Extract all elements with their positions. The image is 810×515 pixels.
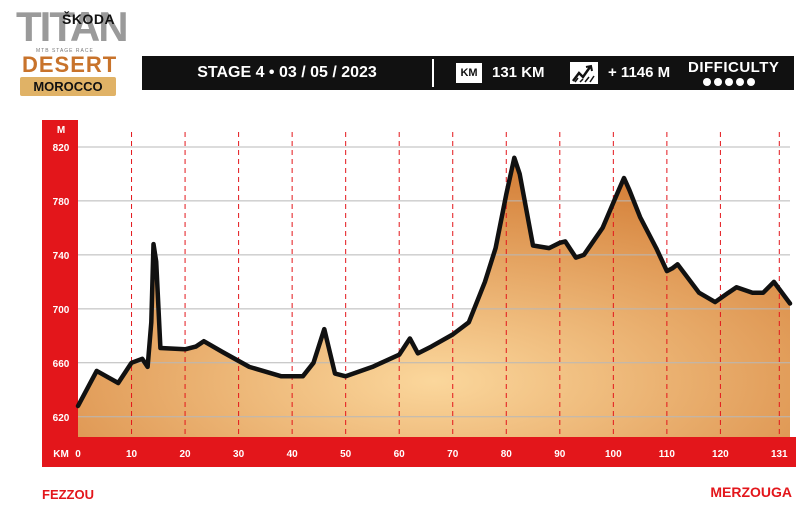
x-tick-label: 70 (447, 449, 459, 460)
y-tick-label: 740 (53, 251, 70, 262)
start-location: FEZZOU (42, 487, 94, 502)
x-tick-label: 100 (605, 449, 622, 460)
y-tick-label: 700 (53, 305, 70, 316)
x-tick-label: 0 (75, 449, 81, 460)
event-logo: TITAN ŠKODA MTB STAGE RACE DESERT MOROCC… (10, 4, 129, 96)
elevation-gain-icon (570, 62, 598, 84)
difficulty-dot (714, 78, 722, 86)
y-tick-label: 660 (53, 359, 70, 370)
elevation-line (75, 155, 793, 409)
logo-brand: ŠKODA (62, 11, 116, 27)
logo-title: TITAN (16, 3, 129, 50)
x-tick-label: 60 (394, 449, 406, 460)
difficulty-dot (747, 78, 755, 86)
x-tick-label: 30 (233, 449, 245, 460)
y-axis-strip (42, 120, 78, 437)
x-tick-label: 80 (501, 449, 513, 460)
elevation-area (78, 157, 790, 438)
distance-value: 131 KM (492, 64, 545, 81)
x-axis-strip (42, 437, 796, 467)
x-tick-label: 20 (180, 449, 192, 460)
difficulty-dot (725, 78, 733, 86)
x-tick-label: 120 (712, 449, 729, 460)
distance-icon: KM (456, 63, 482, 83)
stage-info-bar: STAGE 4 • 03 / 05 / 2023 KM 131 KM + 114… (142, 56, 794, 90)
difficulty-rating (703, 78, 755, 86)
y-tick-label: 620 (53, 413, 70, 424)
y-tick-label: 780 (53, 197, 70, 208)
difficulty-label: DIFFICULTY (688, 59, 780, 76)
elevation-gain-value: + 1146 M (608, 64, 671, 81)
logo-tagline: MTB STAGE RACE (36, 48, 94, 54)
x-tick-label: 131 (771, 449, 788, 460)
logo-desert: DESERT (22, 52, 118, 77)
x-axis-label: KM (53, 449, 69, 460)
difficulty-dot (703, 78, 711, 86)
end-location: MERZOUGA (710, 484, 792, 500)
divider (432, 59, 434, 87)
x-tick-label: 40 (287, 449, 299, 460)
x-tick-label: 50 (340, 449, 352, 460)
x-tick-label: 90 (554, 449, 566, 460)
stage-date: STAGE 4 • 03 / 05 / 2023 (197, 64, 377, 81)
difficulty-dot (736, 78, 744, 86)
x-tick-label: 10 (126, 449, 138, 460)
logo-country: MOROCCO (20, 77, 116, 96)
y-tick-label: 820 (53, 143, 70, 154)
y-axis-label: M (57, 125, 65, 136)
x-tick-label: 110 (659, 449, 676, 460)
